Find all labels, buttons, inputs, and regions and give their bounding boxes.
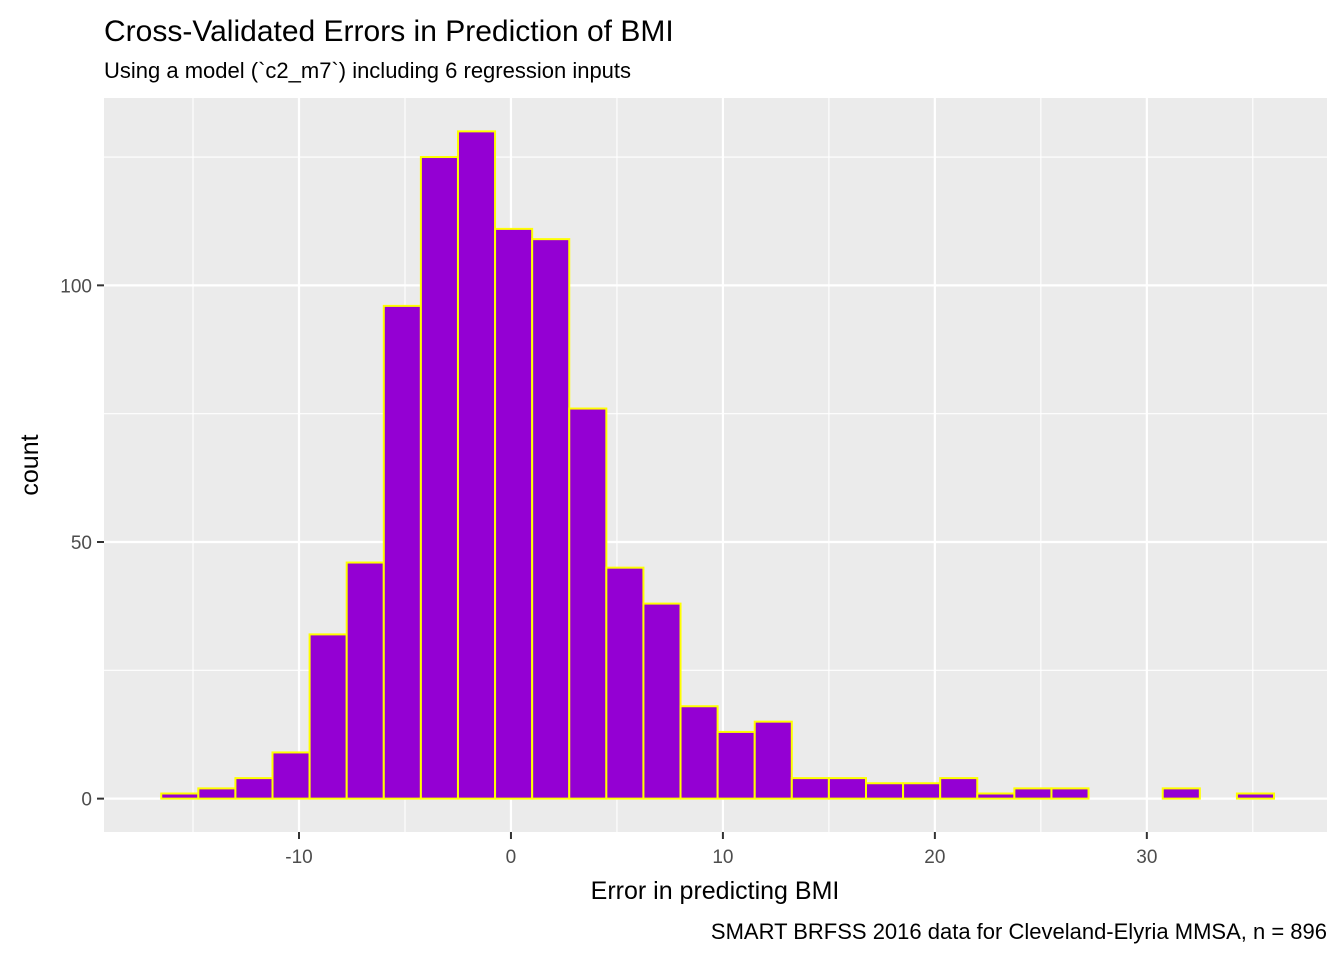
histogram-bar <box>271 751 311 800</box>
y-tick-label: 100 <box>60 276 92 297</box>
histogram-bar <box>1161 787 1201 800</box>
histogram-bar <box>939 777 979 800</box>
x-tick-label: 30 <box>1136 847 1157 868</box>
x-axis-title: Error in predicting BMI <box>591 877 840 905</box>
x-tick-label: 0 <box>506 847 517 868</box>
y-tick-label: 50 <box>71 533 92 554</box>
histogram-bar <box>456 130 497 800</box>
histogram-bar <box>234 777 274 800</box>
x-tick-label: -10 <box>285 847 312 868</box>
histogram-bar <box>864 782 905 800</box>
histogram-bar <box>160 792 200 800</box>
x-tick-label: 10 <box>712 847 733 868</box>
histogram-bar <box>382 304 422 800</box>
chart-caption: SMART BRFSS 2016 data for Cleveland-Elyr… <box>711 919 1327 944</box>
histogram-bar <box>605 566 645 800</box>
histogram-bar <box>790 777 830 800</box>
histogram-bar <box>902 782 942 800</box>
histogram-bar <box>308 633 348 800</box>
x-axis: -10 0 10 20 30 <box>285 832 1157 868</box>
histogram-bar <box>1050 787 1090 800</box>
x-tick-label: 20 <box>924 847 945 868</box>
histogram-bar <box>531 238 571 800</box>
histogram-bar <box>494 227 534 800</box>
histogram-bar <box>197 787 237 800</box>
histogram-bars <box>160 130 1276 800</box>
chart-subtitle: Using a model (`c2_m7`) including 6 regr… <box>104 58 631 83</box>
chart-title: Cross-Validated Errors in Prediction of … <box>104 15 674 48</box>
y-axis-title: count <box>16 434 44 495</box>
y-tick-label: 0 <box>81 790 92 811</box>
histogram-bar <box>976 792 1016 800</box>
histogram-bar <box>827 777 867 800</box>
histogram-bar <box>568 407 608 800</box>
histogram-bar <box>753 720 793 800</box>
histogram-bar <box>642 602 682 800</box>
histogram-bar <box>679 705 719 800</box>
y-axis: 0 50 100 <box>60 276 104 811</box>
histogram-bar <box>1013 787 1053 800</box>
histogram-bar <box>419 156 459 800</box>
histogram-bar <box>345 561 385 800</box>
histogram-bar <box>1235 792 1276 800</box>
histogram-bar <box>716 730 756 800</box>
